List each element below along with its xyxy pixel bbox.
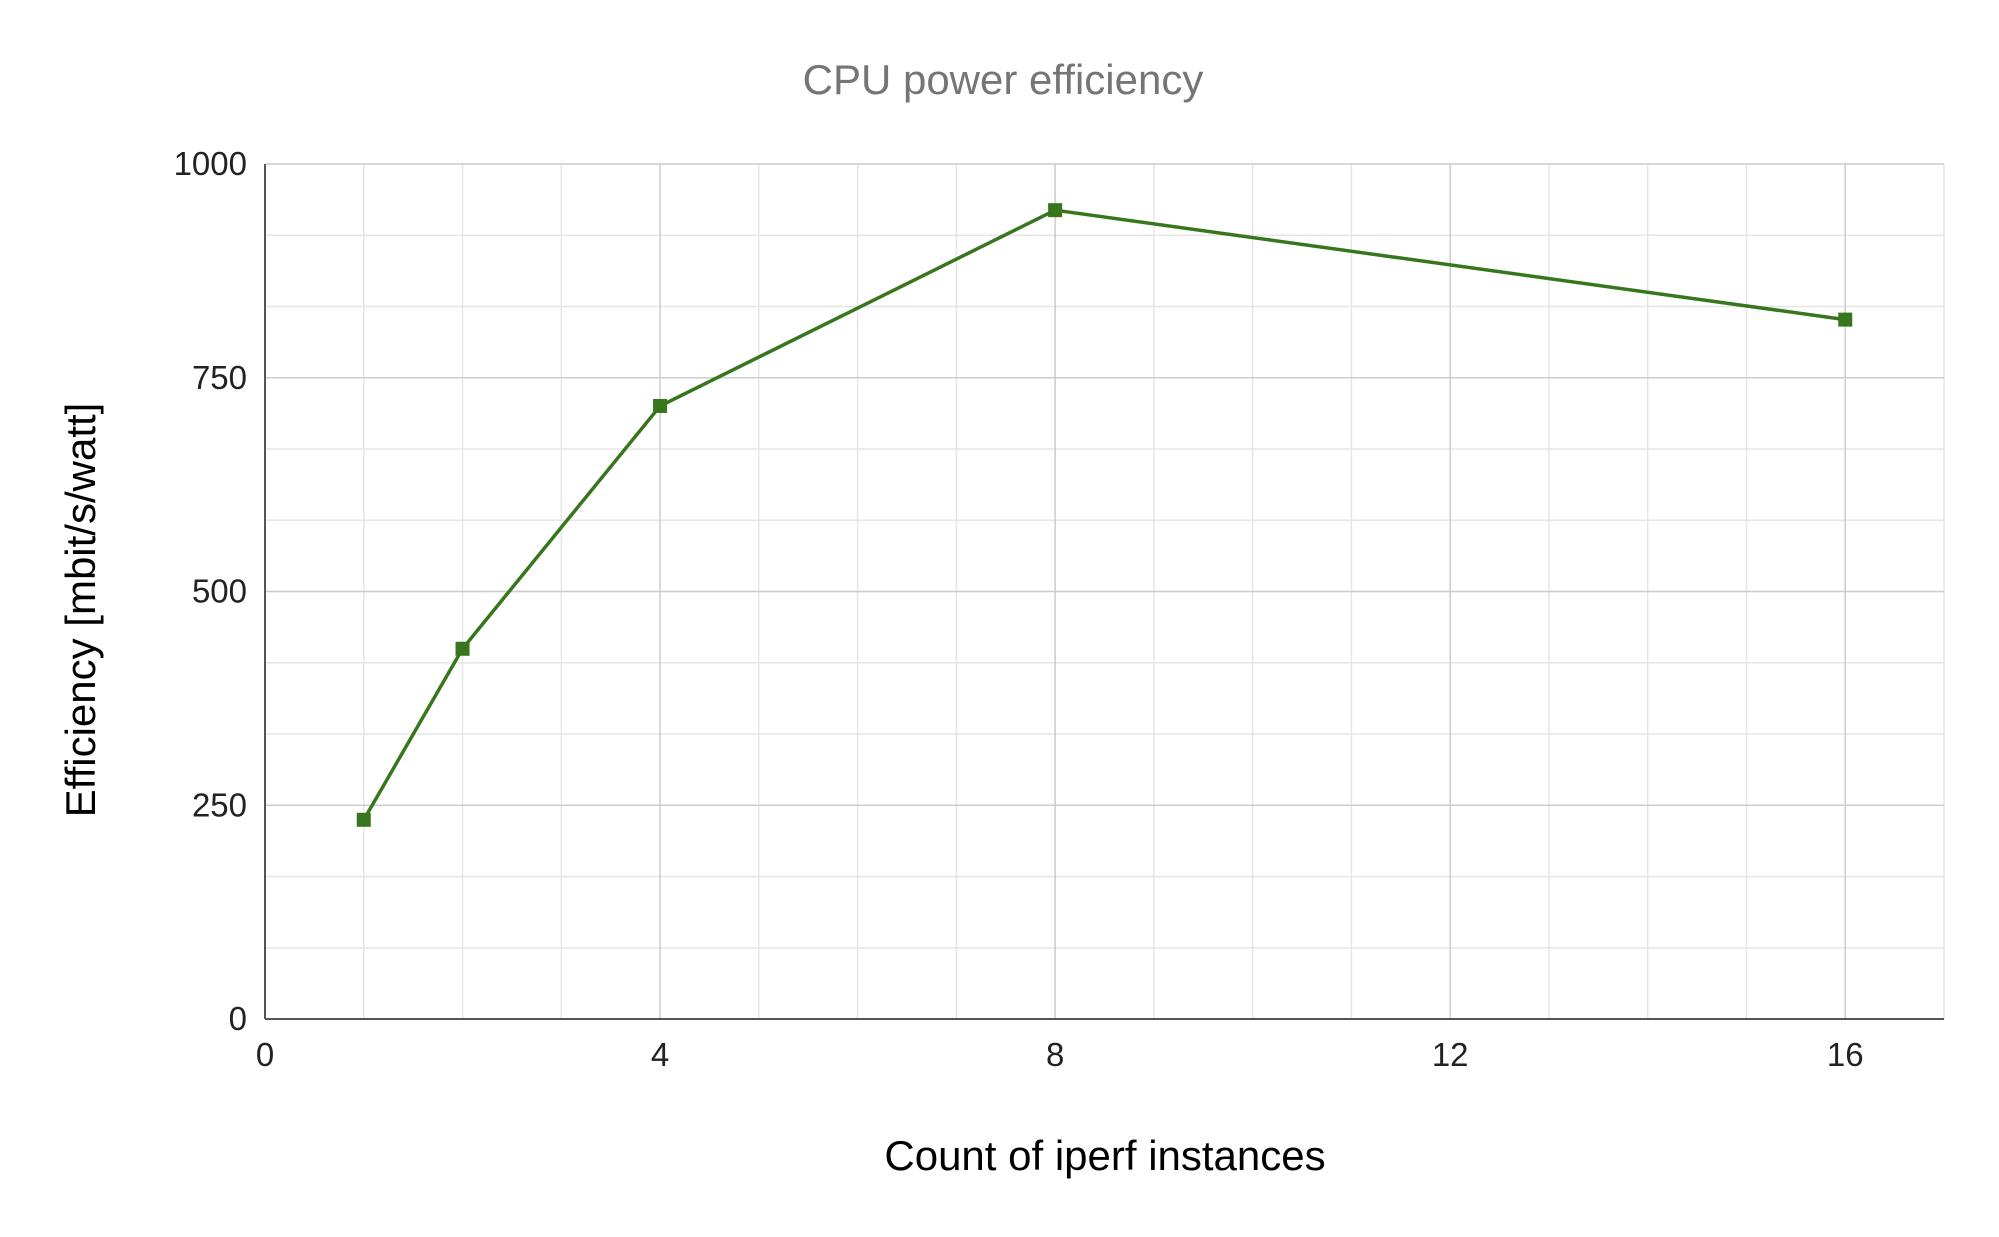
y-tick-label: 250: [192, 786, 247, 823]
x-axis-title: Count of iperf instances: [884, 1132, 1325, 1179]
y-tick-labels: 0 250 500 750 1000: [174, 145, 247, 1037]
x-tick-label: 16: [1827, 1036, 1864, 1073]
series-line: [362, 208, 1846, 821]
x-tick-label: 0: [256, 1036, 274, 1073]
data-point-marker: [356, 812, 371, 827]
y-tick-label: 500: [192, 573, 247, 610]
y-tick-label: 0: [229, 1000, 247, 1037]
y-tick-label: 750: [192, 359, 247, 396]
y-axis-title: Efficiency [mbit/s/watt]: [57, 403, 104, 818]
x-tick-label: 8: [1046, 1036, 1064, 1073]
x-tick-label: 12: [1432, 1036, 1469, 1073]
data-point-marker: [455, 641, 470, 656]
major-gridlines: [265, 163, 1944, 1019]
data-point-marker: [653, 398, 668, 413]
y-tick-label: 1000: [174, 145, 247, 182]
x-tick-labels: 0 4 8 12 16: [256, 1036, 1864, 1073]
data-point-marker: [1048, 203, 1063, 218]
axes: [264, 164, 1944, 1020]
chart-title: CPU power efficiency: [803, 56, 1204, 103]
x-tick-label: 4: [651, 1036, 669, 1073]
data-point-marker: [1838, 312, 1853, 327]
series-layer: [356, 203, 1853, 827]
